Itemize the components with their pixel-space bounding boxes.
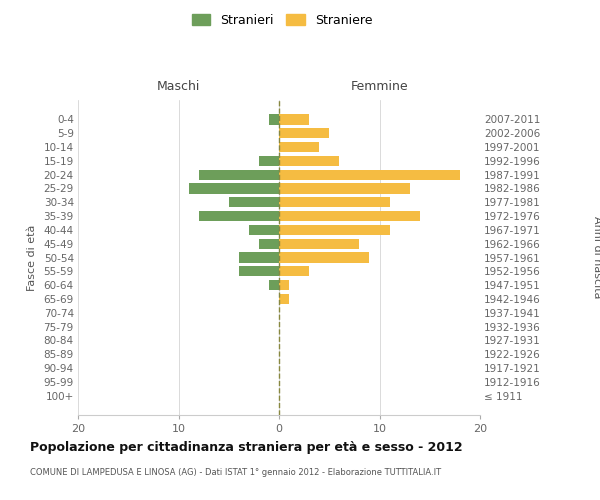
Text: COMUNE DI LAMPEDUSA E LINOSA (AG) - Dati ISTAT 1° gennaio 2012 - Elaborazione TU: COMUNE DI LAMPEDUSA E LINOSA (AG) - Dati… (30, 468, 441, 477)
Bar (279, 197, 389, 207)
Bar (279, 294, 289, 304)
Bar (279, 114, 309, 124)
Legend: Stranieri, Straniere: Stranieri, Straniere (187, 8, 377, 32)
Bar (229, 197, 279, 207)
Y-axis label: Fasce di età: Fasce di età (26, 224, 37, 290)
Bar (269, 280, 279, 290)
Bar (279, 224, 389, 235)
Text: Maschi: Maschi (157, 80, 200, 92)
Bar (239, 266, 279, 276)
Bar (279, 266, 309, 276)
Bar (259, 156, 279, 166)
Bar (279, 211, 420, 222)
Text: Femmine: Femmine (350, 80, 409, 92)
Bar (279, 142, 319, 152)
Bar (259, 238, 279, 249)
Bar (279, 170, 460, 180)
Bar (279, 280, 289, 290)
Bar (279, 156, 340, 166)
Bar (279, 184, 410, 194)
Bar (249, 224, 279, 235)
Bar (188, 184, 279, 194)
Bar (199, 170, 279, 180)
Bar (239, 252, 279, 262)
Bar (199, 211, 279, 222)
Bar (279, 238, 359, 249)
Bar (279, 128, 329, 138)
Text: Anni di nascita: Anni di nascita (592, 216, 600, 298)
Bar (279, 252, 370, 262)
Text: Popolazione per cittadinanza straniera per età e sesso - 2012: Popolazione per cittadinanza straniera p… (30, 441, 463, 454)
Bar (269, 114, 279, 124)
